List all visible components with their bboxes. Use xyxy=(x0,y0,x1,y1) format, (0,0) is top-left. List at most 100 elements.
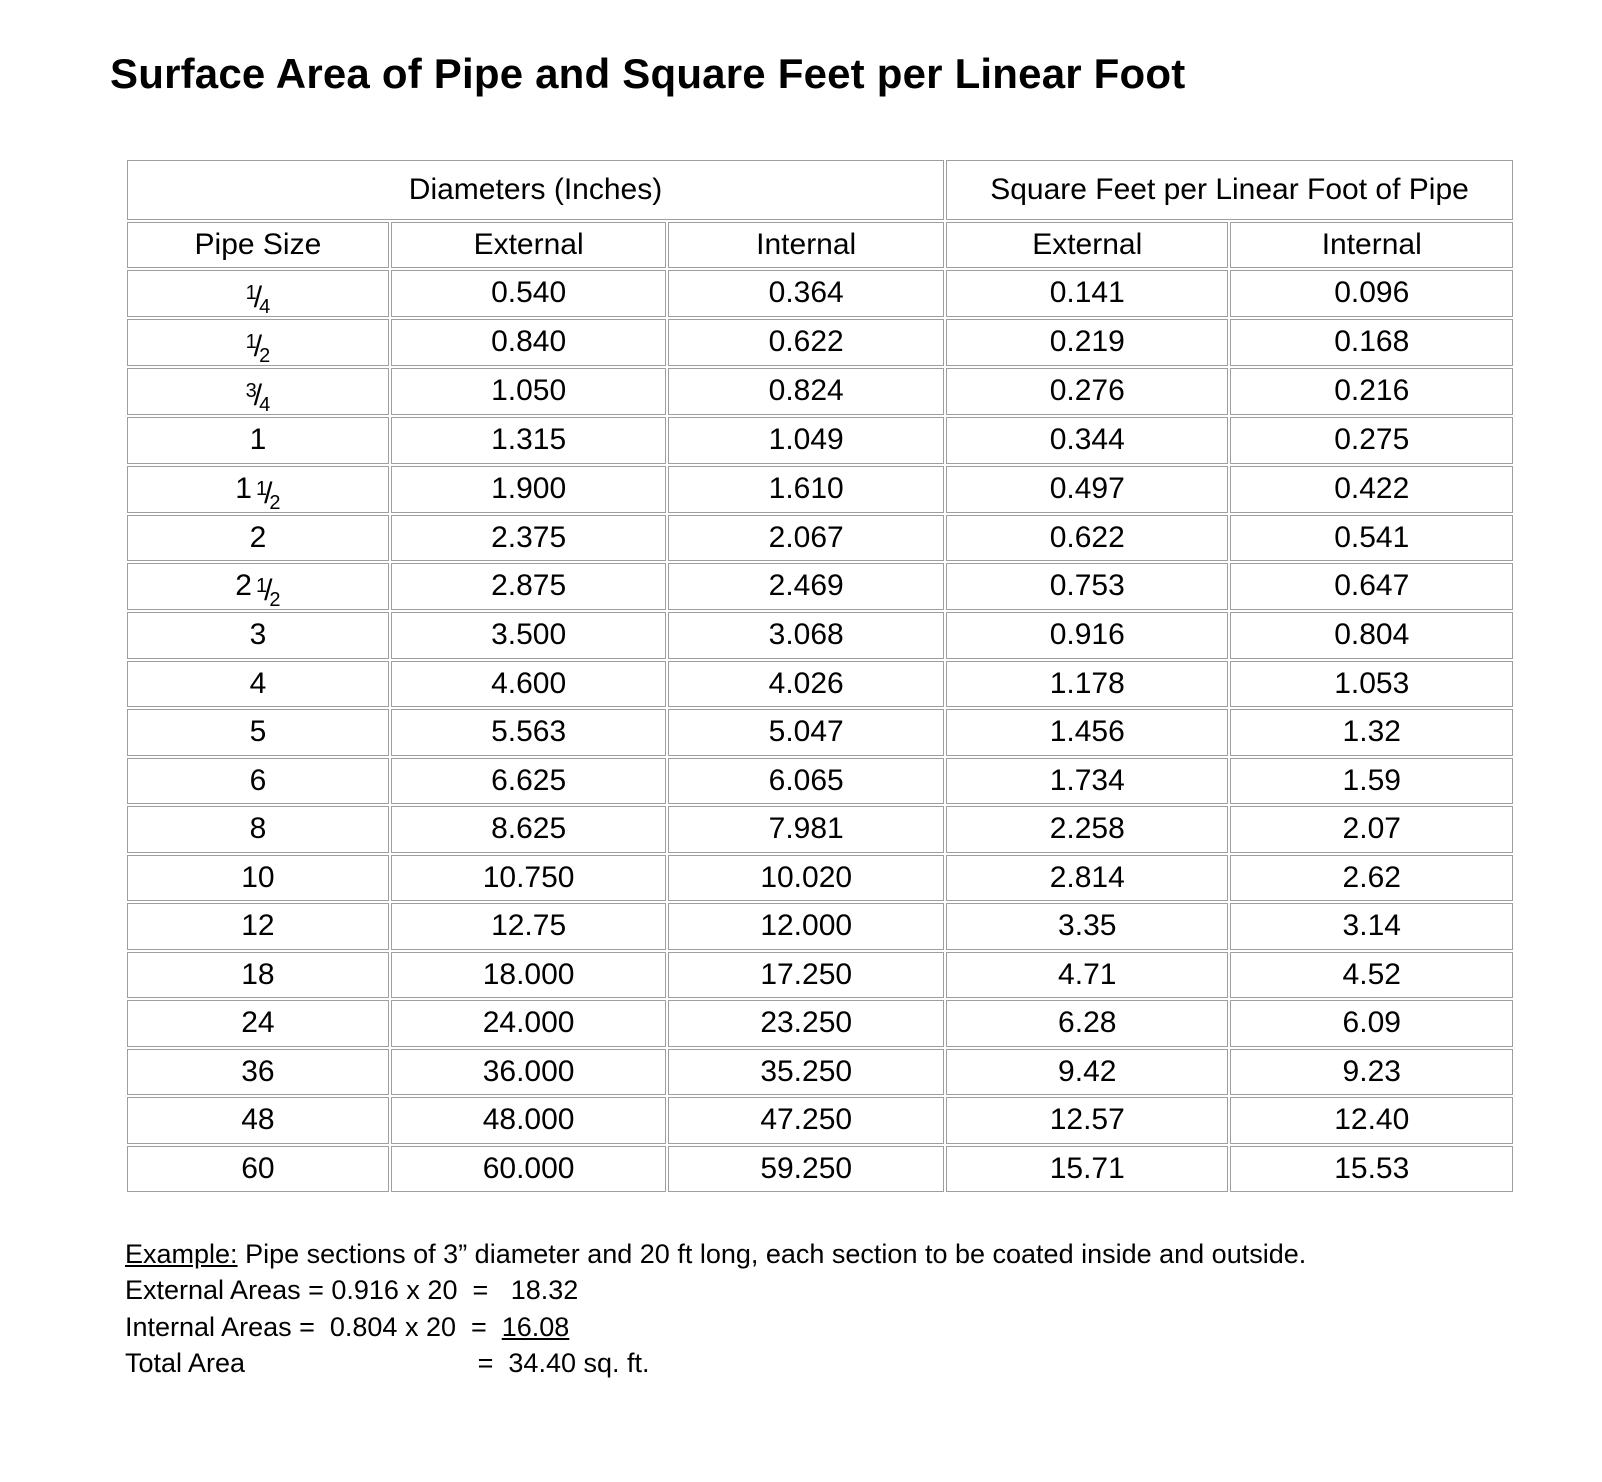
cell-external-diameter: 12.75 xyxy=(391,903,667,950)
cell-internal-sqft: 0.422 xyxy=(1230,466,1513,513)
cell-pipe-size: 60 xyxy=(127,1146,389,1193)
cell-external-diameter: 5.563 xyxy=(391,709,667,756)
cell-pipe-size: 10 xyxy=(127,855,389,902)
cell-pipe-size: 4 xyxy=(127,661,389,708)
example-lead-text: Pipe sections of 3” diameter and 20 ft l… xyxy=(238,1239,1307,1269)
cell-pipe-size: 21/2 xyxy=(127,563,389,610)
cell-internal-sqft: 0.647 xyxy=(1230,563,1513,610)
cell-external-sqft: 9.42 xyxy=(946,1049,1228,1096)
cell-internal-diameter: 10.020 xyxy=(668,855,944,902)
cell-internal-diameter: 59.250 xyxy=(668,1146,944,1193)
cell-external-sqft: 0.916 xyxy=(946,612,1228,659)
cell-internal-sqft: 1.053 xyxy=(1230,661,1513,708)
cell-external-diameter: 10.750 xyxy=(391,855,667,902)
cell-external-sqft: 0.276 xyxy=(946,368,1228,415)
col-external-s: External xyxy=(946,222,1228,269)
cell-pipe-size: 1 xyxy=(127,417,389,464)
cell-external-diameter: 4.600 xyxy=(391,661,667,708)
table-row: 6060.00059.25015.7115.53 xyxy=(127,1146,1513,1193)
cell-pipe-size: 36 xyxy=(127,1049,389,1096)
cell-external-sqft: 0.622 xyxy=(946,515,1228,562)
cell-external-sqft: 1.734 xyxy=(946,758,1228,805)
cell-pipe-size: 5 xyxy=(127,709,389,756)
cell-internal-sqft: 0.804 xyxy=(1230,612,1513,659)
cell-internal-diameter: 23.250 xyxy=(668,1000,944,1047)
cell-external-sqft: 0.497 xyxy=(946,466,1228,513)
table-row: 1/20.8400.6220.2190.168 xyxy=(127,319,1513,366)
table-row: 1818.00017.2504.714.52 xyxy=(127,952,1513,999)
cell-internal-diameter: 1.610 xyxy=(668,466,944,513)
col-internal-s: Internal xyxy=(1230,222,1513,269)
cell-internal-diameter: 1.049 xyxy=(668,417,944,464)
cell-external-diameter: 24.000 xyxy=(391,1000,667,1047)
cell-internal-diameter: 0.622 xyxy=(668,319,944,366)
table-container: Diameters (Inches) Square Feet per Linea… xyxy=(110,158,1522,1194)
cell-internal-sqft: 2.07 xyxy=(1230,806,1513,853)
group-header-sqft: Square Feet per Linear Foot of Pipe xyxy=(946,160,1513,220)
cell-external-sqft: 2.814 xyxy=(946,855,1228,902)
example-external-line: External Areas = 0.916 x 20 = 18.32 xyxy=(125,1272,1522,1308)
cell-external-sqft: 12.57 xyxy=(946,1097,1228,1144)
cell-pipe-size: 12 xyxy=(127,903,389,950)
table-row: 33.5003.0680.9160.804 xyxy=(127,612,1513,659)
col-pipe-size: Pipe Size xyxy=(127,222,389,269)
cell-external-diameter: 0.840 xyxy=(391,319,667,366)
table-row: 1010.75010.0202.8142.62 xyxy=(127,855,1513,902)
cell-external-sqft: 6.28 xyxy=(946,1000,1228,1047)
table-row: 2424.00023.2506.286.09 xyxy=(127,1000,1513,1047)
cell-internal-diameter: 2.469 xyxy=(668,563,944,610)
cell-internal-sqft: 4.52 xyxy=(1230,952,1513,999)
table-row: 55.5635.0471.4561.32 xyxy=(127,709,1513,756)
cell-external-sqft: 0.344 xyxy=(946,417,1228,464)
cell-pipe-size: 2 xyxy=(127,515,389,562)
table-row: 4848.00047.25012.5712.40 xyxy=(127,1097,1513,1144)
cell-external-sqft: 3.35 xyxy=(946,903,1228,950)
example-total-value: 34.40 xyxy=(508,1348,576,1378)
table-row: 66.6256.0651.7341.59 xyxy=(127,758,1513,805)
cell-external-sqft: 0.753 xyxy=(946,563,1228,610)
cell-internal-sqft: 1.32 xyxy=(1230,709,1513,756)
cell-internal-diameter: 12.000 xyxy=(668,903,944,950)
cell-pipe-size: 3/4 xyxy=(127,368,389,415)
col-external-d: External xyxy=(391,222,667,269)
example-internal-line: Internal Areas = 0.804 x 20 = 16.08 xyxy=(125,1309,1522,1345)
example-lead-label: Example: xyxy=(125,1239,238,1269)
cell-internal-diameter: 35.250 xyxy=(668,1049,944,1096)
cell-internal-diameter: 7.981 xyxy=(668,806,944,853)
cell-internal-diameter: 17.250 xyxy=(668,952,944,999)
table-row: 1/40.5400.3640.1410.096 xyxy=(127,270,1513,317)
table-row: 3/41.0500.8240.2760.216 xyxy=(127,368,1513,415)
example-internal-value: 16.08 xyxy=(502,1312,570,1342)
pipe-surface-area-table: Diameters (Inches) Square Feet per Linea… xyxy=(125,158,1515,1194)
cell-pipe-size: 11/2 xyxy=(127,466,389,513)
page-title: Surface Area of Pipe and Square Feet per… xyxy=(110,50,1522,98)
cell-pipe-size: 18 xyxy=(127,952,389,999)
cell-internal-sqft: 0.541 xyxy=(1230,515,1513,562)
table-group-header-row: Diameters (Inches) Square Feet per Linea… xyxy=(127,160,1513,220)
table-row: 3636.00035.2509.429.23 xyxy=(127,1049,1513,1096)
col-internal-d: Internal xyxy=(668,222,944,269)
cell-internal-sqft: 1.59 xyxy=(1230,758,1513,805)
table-row: 11.3151.0490.3440.275 xyxy=(127,417,1513,464)
cell-internal-sqft: 0.275 xyxy=(1230,417,1513,464)
table-body: 1/40.5400.3640.1410.0961/20.8400.6220.21… xyxy=(127,270,1513,1192)
cell-external-sqft: 0.141 xyxy=(946,270,1228,317)
cell-internal-sqft: 12.40 xyxy=(1230,1097,1513,1144)
cell-external-diameter: 1.315 xyxy=(391,417,667,464)
cell-external-sqft: 1.456 xyxy=(946,709,1228,756)
cell-internal-diameter: 5.047 xyxy=(668,709,944,756)
cell-pipe-size: 1/2 xyxy=(127,319,389,366)
cell-external-sqft: 4.71 xyxy=(946,952,1228,999)
cell-internal-diameter: 6.065 xyxy=(668,758,944,805)
cell-pipe-size: 1/4 xyxy=(127,270,389,317)
cell-internal-sqft: 2.62 xyxy=(1230,855,1513,902)
cell-internal-sqft: 0.216 xyxy=(1230,368,1513,415)
cell-external-diameter: 2.875 xyxy=(391,563,667,610)
cell-internal-sqft: 9.23 xyxy=(1230,1049,1513,1096)
cell-external-diameter: 0.540 xyxy=(391,270,667,317)
table-column-header-row: Pipe Size External Internal External Int… xyxy=(127,222,1513,269)
cell-internal-sqft: 3.14 xyxy=(1230,903,1513,950)
cell-external-diameter: 36.000 xyxy=(391,1049,667,1096)
cell-internal-diameter: 47.250 xyxy=(668,1097,944,1144)
cell-pipe-size: 8 xyxy=(127,806,389,853)
